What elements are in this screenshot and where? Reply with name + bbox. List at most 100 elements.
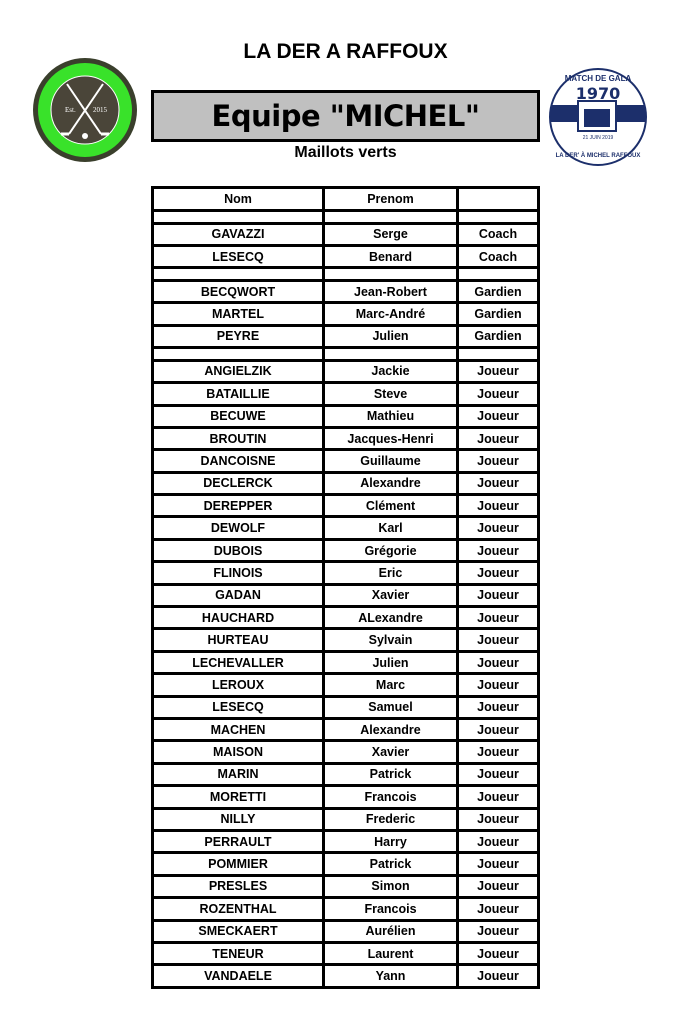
name-cell: MACHEN <box>210 722 266 737</box>
spacer-row <box>154 346 537 359</box>
name-cell: DECLERCK <box>203 476 273 491</box>
name-cell: PERRAULT <box>204 834 272 849</box>
column-header-nom: Nom <box>224 192 252 206</box>
table-row: DANCOISNE Guillaume Joueur <box>154 448 537 471</box>
firstname-cell: Jean-Robert <box>322 281 456 302</box>
name-cell <box>154 212 322 222</box>
firstname-cell: Alexandre <box>322 719 456 740</box>
name-cell: BROUTIN <box>209 431 267 446</box>
role-cell <box>456 212 537 222</box>
firstname-cell: Laurent <box>322 943 456 964</box>
table-row: DECLERCK Alexandre Joueur <box>154 470 537 494</box>
table-row: PERRAULT Harry Joueur <box>154 828 537 852</box>
role-cell: Joueur <box>456 518 537 538</box>
role-cell: Joueur <box>456 384 537 404</box>
firstname-cell: Marc <box>322 675 456 695</box>
role-cell: Joueur <box>456 585 537 606</box>
team-name-box: Equipe "MICHEL" <box>151 90 540 142</box>
svg-text:21 JUIN 2019: 21 JUIN 2019 <box>583 135 614 141</box>
name-cell: HAUCHARD <box>201 610 275 625</box>
name-cell: FLINOIS <box>213 565 263 580</box>
document-title: LA DER A RAFFOUX <box>243 40 448 63</box>
table-row: ROZENTHAL Francois Joueur <box>154 896 537 919</box>
table-row: LECHEVALLER Julien Joueur <box>154 649 537 673</box>
table-row: MARIN Patrick Joueur <box>154 761 537 785</box>
role-cell: Coach <box>456 224 537 244</box>
firstname-cell: Julien <box>322 326 456 347</box>
role-cell: Joueur <box>456 697 537 717</box>
table-row: LEROUX Marc Joueur <box>154 672 537 695</box>
name-cell: ANGIELZIK <box>204 364 272 379</box>
firstname-cell: Mathieu <box>322 406 456 426</box>
name-cell: BATAILLIE <box>206 386 270 401</box>
role-cell: Joueur <box>456 742 537 762</box>
table-row: LESECQ Benard Coach <box>154 243 537 267</box>
spacer-row <box>154 266 537 279</box>
role-cell: Joueur <box>456 943 537 964</box>
role-cell: Gardien <box>456 281 537 302</box>
name-cell: DANCOISNE <box>200 453 276 468</box>
table-row: GADAN Xavier Joueur <box>154 582 537 606</box>
role-cell <box>456 349 537 359</box>
firstname-cell: Samuel <box>322 697 456 717</box>
firstname-cell: Marc-André <box>322 304 456 324</box>
role-cell: Gardien <box>456 326 537 347</box>
name-cell: LESECQ <box>212 700 264 715</box>
firstname-cell: Patrick <box>322 764 456 785</box>
name-cell: PRESLES <box>208 879 268 894</box>
svg-text:MATCH DE GALA: MATCH DE GALA <box>565 74 632 83</box>
firstname-cell: Eric <box>322 563 456 583</box>
name-cell: POMMIER <box>208 857 268 872</box>
firstname-cell: Julien <box>322 652 456 673</box>
svg-text:1970: 1970 <box>576 84 621 103</box>
role-cell: Joueur <box>456 473 537 494</box>
table-row: PRESLES Simon Joueur <box>154 873 537 897</box>
table-row: BATAILLIE Steve Joueur <box>154 381 537 404</box>
role-cell: Gardien <box>456 304 537 324</box>
firstname-cell: Serge <box>322 224 456 244</box>
firstname-cell: Aurélien <box>322 921 456 941</box>
svg-text:Est.: Est. <box>65 106 76 114</box>
firstname-cell: Karl <box>322 518 456 538</box>
firstname-cell: Guillaume <box>322 451 456 471</box>
firstname-cell: Yann <box>322 966 456 986</box>
table-row: SMECKAERT Aurélien Joueur <box>154 918 537 941</box>
name-cell: LESECQ <box>212 249 264 264</box>
column-header-prenom: Prenom <box>322 189 456 209</box>
role-cell: Joueur <box>456 630 537 650</box>
name-cell: VANDAELE <box>204 968 272 983</box>
role-cell: Joueur <box>456 451 537 471</box>
name-cell: LEROUX <box>211 677 265 692</box>
table-row: HURTEAU Sylvain Joueur <box>154 627 537 650</box>
name-cell: GADAN <box>215 588 261 603</box>
firstname-cell: Patrick <box>322 854 456 874</box>
table-row: DEWOLF Karl Joueur <box>154 515 537 538</box>
roster-table: Nom Prenom GAVAZZI Serge Coach LESECQ Benard… <box>151 186 540 989</box>
firstname-cell: Jacques-Henri <box>322 428 456 449</box>
table-row: BECUWE Mathieu Joueur <box>154 403 537 426</box>
firstname-cell: Frederic <box>322 809 456 829</box>
firstname-cell <box>322 269 456 279</box>
firstname-cell: Xavier <box>322 742 456 762</box>
role-cell: Joueur <box>456 921 537 941</box>
table-row: VANDAELE Yann Joueur <box>154 963 537 986</box>
name-cell: MAISON <box>213 745 263 760</box>
name-cell: GAVAZZI <box>211 227 265 242</box>
firstname-cell: Jackie <box>322 361 456 382</box>
role-cell: Joueur <box>456 876 537 897</box>
name-cell: TENEUR <box>212 946 264 961</box>
firstname-cell: Benard <box>322 246 456 267</box>
role-cell: Joueur <box>456 563 537 583</box>
table-row: POMMIER Patrick Joueur <box>154 851 537 874</box>
firstname-cell: Harry <box>322 831 456 852</box>
role-cell: Joueur <box>456 540 537 561</box>
svg-text:2015: 2015 <box>93 106 108 114</box>
firstname-cell: Xavier <box>322 585 456 606</box>
role-cell: Joueur <box>456 899 537 919</box>
name-cell: BECQWORT <box>200 284 276 299</box>
role-cell: Joueur <box>456 764 537 785</box>
name-cell: MORETTI <box>209 789 267 804</box>
table-row: LESECQ Samuel Joueur <box>154 694 537 717</box>
table-row: DUBOIS Grégorie Joueur <box>154 537 537 561</box>
role-cell: Joueur <box>456 406 537 426</box>
